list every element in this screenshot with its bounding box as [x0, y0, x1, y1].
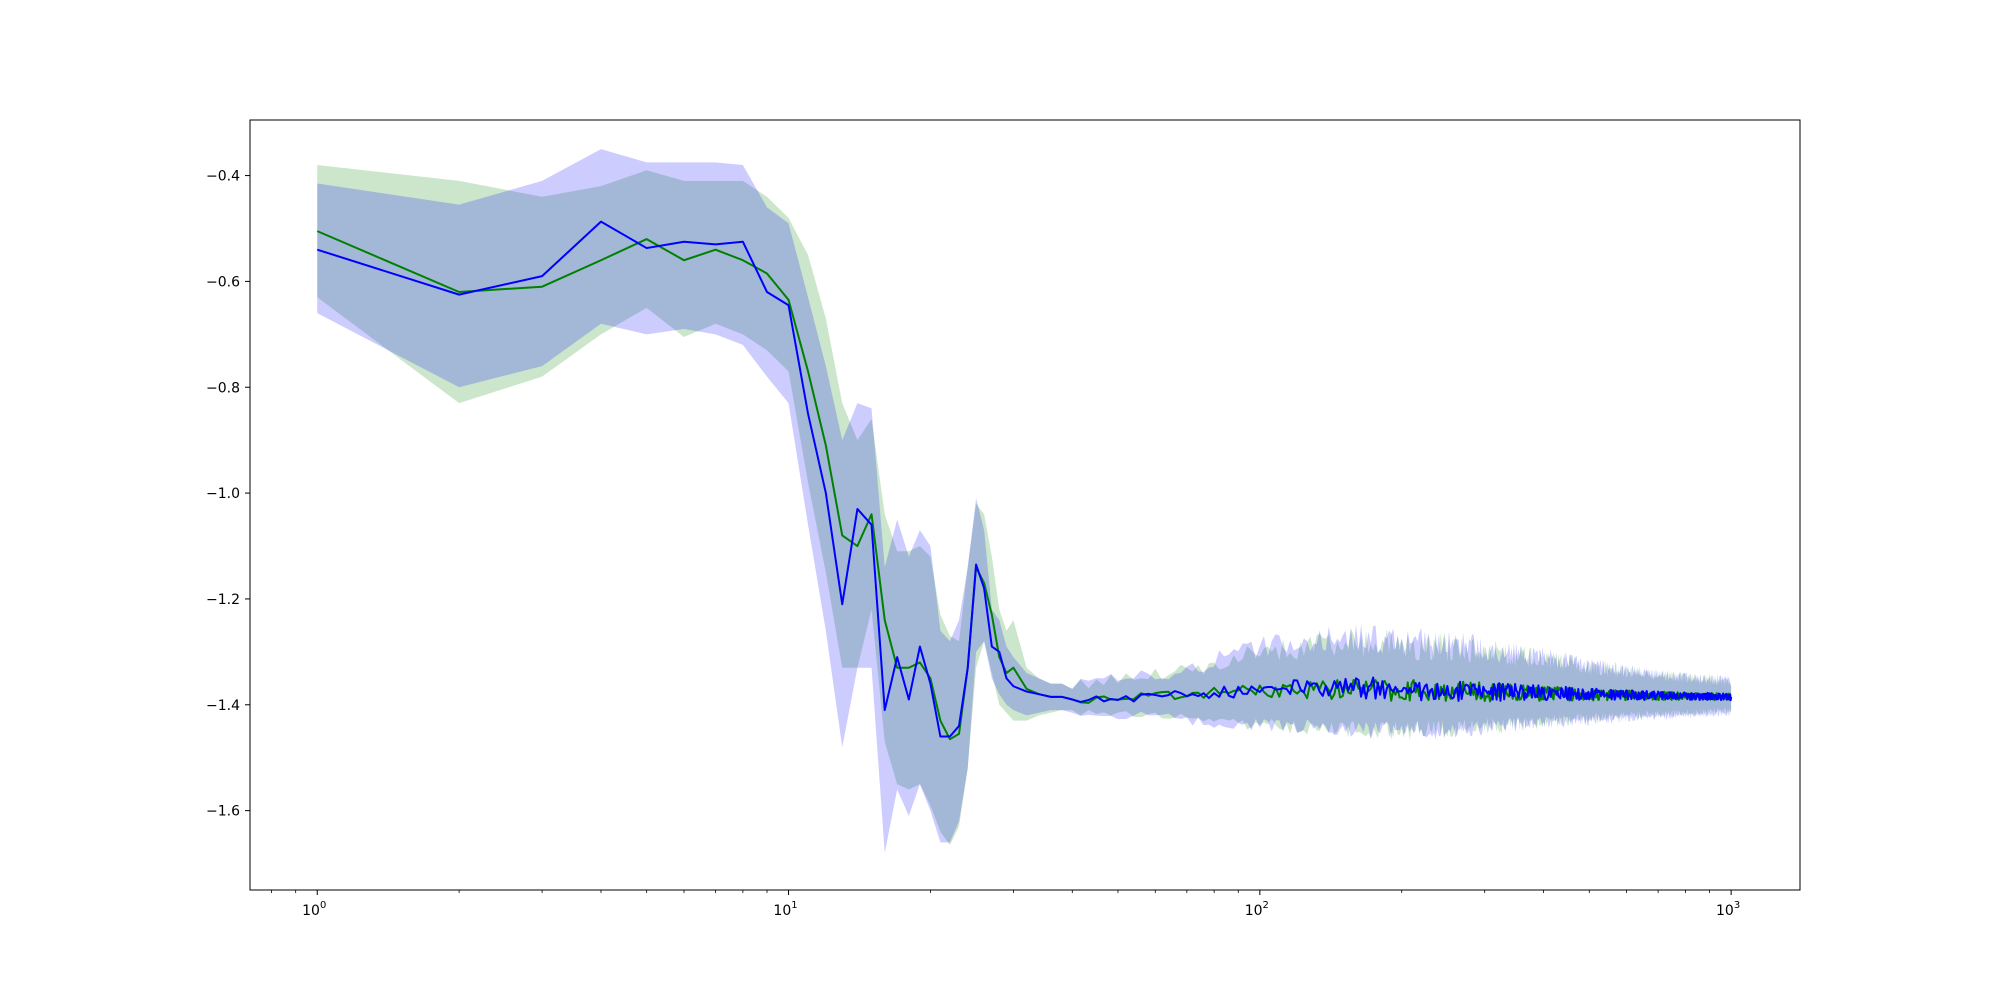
y-tick-label: −0.4 [206, 169, 240, 185]
y-tick-label: −0.6 [206, 274, 240, 290]
x-axis: 100 101 102 103 [271, 890, 1740, 919]
y-tick-label: −1.6 [206, 804, 240, 820]
confidence-bands [317, 149, 1732, 853]
confidence-band-1 [317, 164, 1732, 846]
confidence-band-2 [317, 149, 1732, 853]
x-tick-label: 102 [1245, 900, 1269, 919]
y-tick-label: −0.8 [206, 380, 240, 396]
x-tick-label: 100 [302, 900, 326, 919]
y-tick-label: −1.0 [206, 486, 240, 502]
y-tick-label: −1.2 [206, 592, 240, 608]
x-tick-label: 101 [773, 900, 797, 919]
y-tick-label: −1.4 [206, 698, 240, 714]
plot-frame [249, 119, 1801, 891]
y-axis: −0.4 −0.6 −0.8 −1.0 −1.2 −1.4 −1.6 [206, 169, 250, 820]
series-line-2 [316, 220, 1733, 738]
series-lines [316, 220, 1733, 741]
x-tick-label: 103 [1716, 900, 1740, 919]
